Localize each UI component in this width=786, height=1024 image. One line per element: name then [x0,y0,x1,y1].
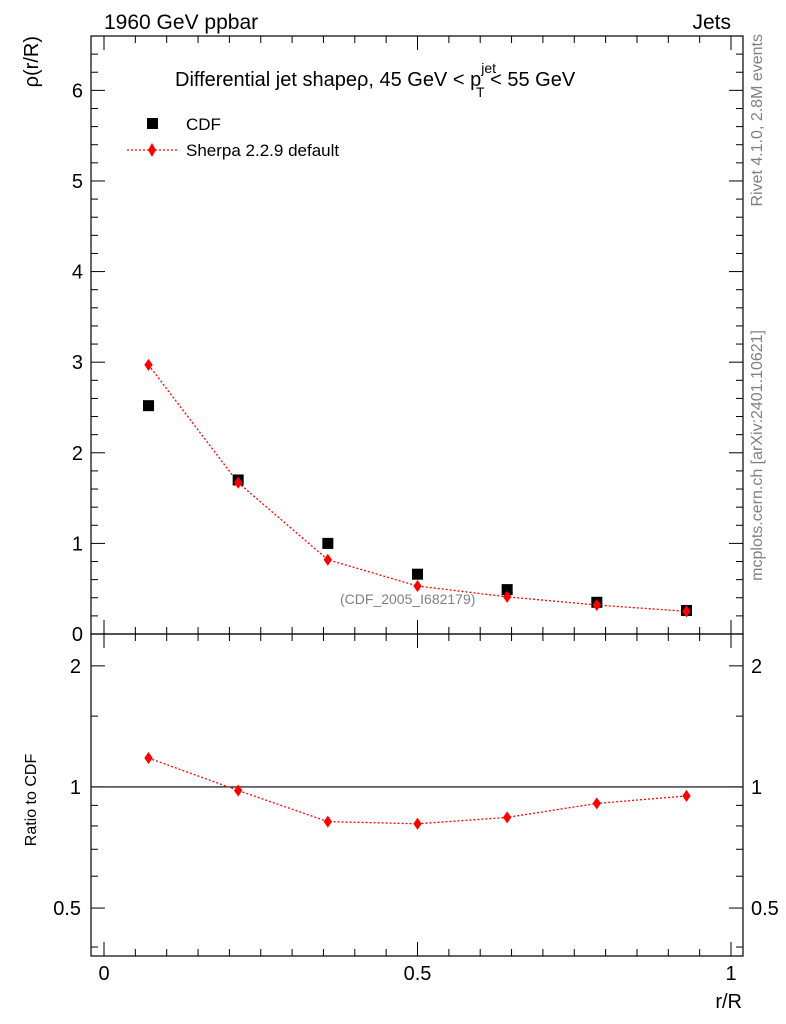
ratio-sherpa-point [682,789,691,802]
x-axis-label: r/R [715,991,742,1013]
sherpa-point [233,476,243,489]
x-axis: 0 0.5 1 [98,36,737,985]
main-y-tick-label: 5 [72,171,83,193]
cdf-point [143,400,155,412]
legend-sherpa-label: Sherpa 2.2.9 default [186,141,339,160]
ratio-y-tick-label-right: 1 [751,777,762,799]
main-y-tick-label: 6 [72,80,83,102]
ratio-sherpa-point [592,797,602,810]
main-y-tick-label: 0 [72,624,83,646]
cdf-point [501,584,513,596]
header-right-label: Jets [692,11,731,34]
sherpa-point [682,605,691,618]
main-title: Differential jet shapeρ, 45 GeV < pjet T … [175,60,576,100]
cdf-point [412,568,423,580]
ratio-y-axis-label: Ratio to CDF [23,754,40,847]
sherpa-point [592,599,602,612]
main-y-tick-label: 1 [72,533,83,555]
analysis-watermark: (CDF_2005_I682179) [340,591,475,607]
ratio-sherpa-point [233,784,243,797]
main-y-tick-label: 4 [72,262,83,284]
ratio-sherpa-point [413,817,422,830]
x-tick-label: 1 [725,963,736,985]
ratio-y-tick-label: 1 [70,777,81,799]
cdf-point [322,537,334,549]
header-left-label: 1960 GeV ppbar [104,11,258,34]
ratio-y-tick-label: 2 [70,656,81,678]
main-y-tick-label: 2 [72,443,83,465]
legend-cdf-label: CDF [186,115,221,134]
side-mcplots-label: mcplots.cern.ch [arXiv:2401.10621] [749,330,766,581]
ratio-sherpa-point [144,752,153,765]
x-tick-label: 0 [98,963,109,985]
ratio-y-axis: 0.5 0.5 1 1 2 2 [53,656,779,948]
main-plot-marks [143,358,692,618]
ratio-sherpa-point [502,811,512,824]
legend-sherpa-marker [148,143,156,157]
main-y-tick-label: 3 [72,352,83,374]
ratio-sherpa-point [323,815,333,828]
legend-cdf-marker [147,118,158,129]
ratio-y-tick-label-right: 2 [751,656,762,678]
main-y-axis: 0 1 2 3 4 5 6 [72,53,743,646]
ratio-sherpa-line [148,757,687,825]
ratio-y-tick-label: 0.5 [53,898,81,920]
side-rivet-label: Rivet 4.1.0, 2.8M events [749,34,766,207]
sherpa-point [502,590,512,603]
ratio-plot-marks [144,752,691,830]
main-y-axis-label: ρ(r/R) [21,36,43,87]
sherpa-point [144,358,153,371]
sherpa-point [323,553,333,566]
legend: CDF Sherpa 2.2.9 default [127,115,339,160]
ratio-plot-frame [90,633,744,957]
sherpa-point [413,579,422,592]
ratio-y-tick-label-right: 0.5 [751,898,779,920]
x-tick-label: 0.5 [404,963,432,985]
